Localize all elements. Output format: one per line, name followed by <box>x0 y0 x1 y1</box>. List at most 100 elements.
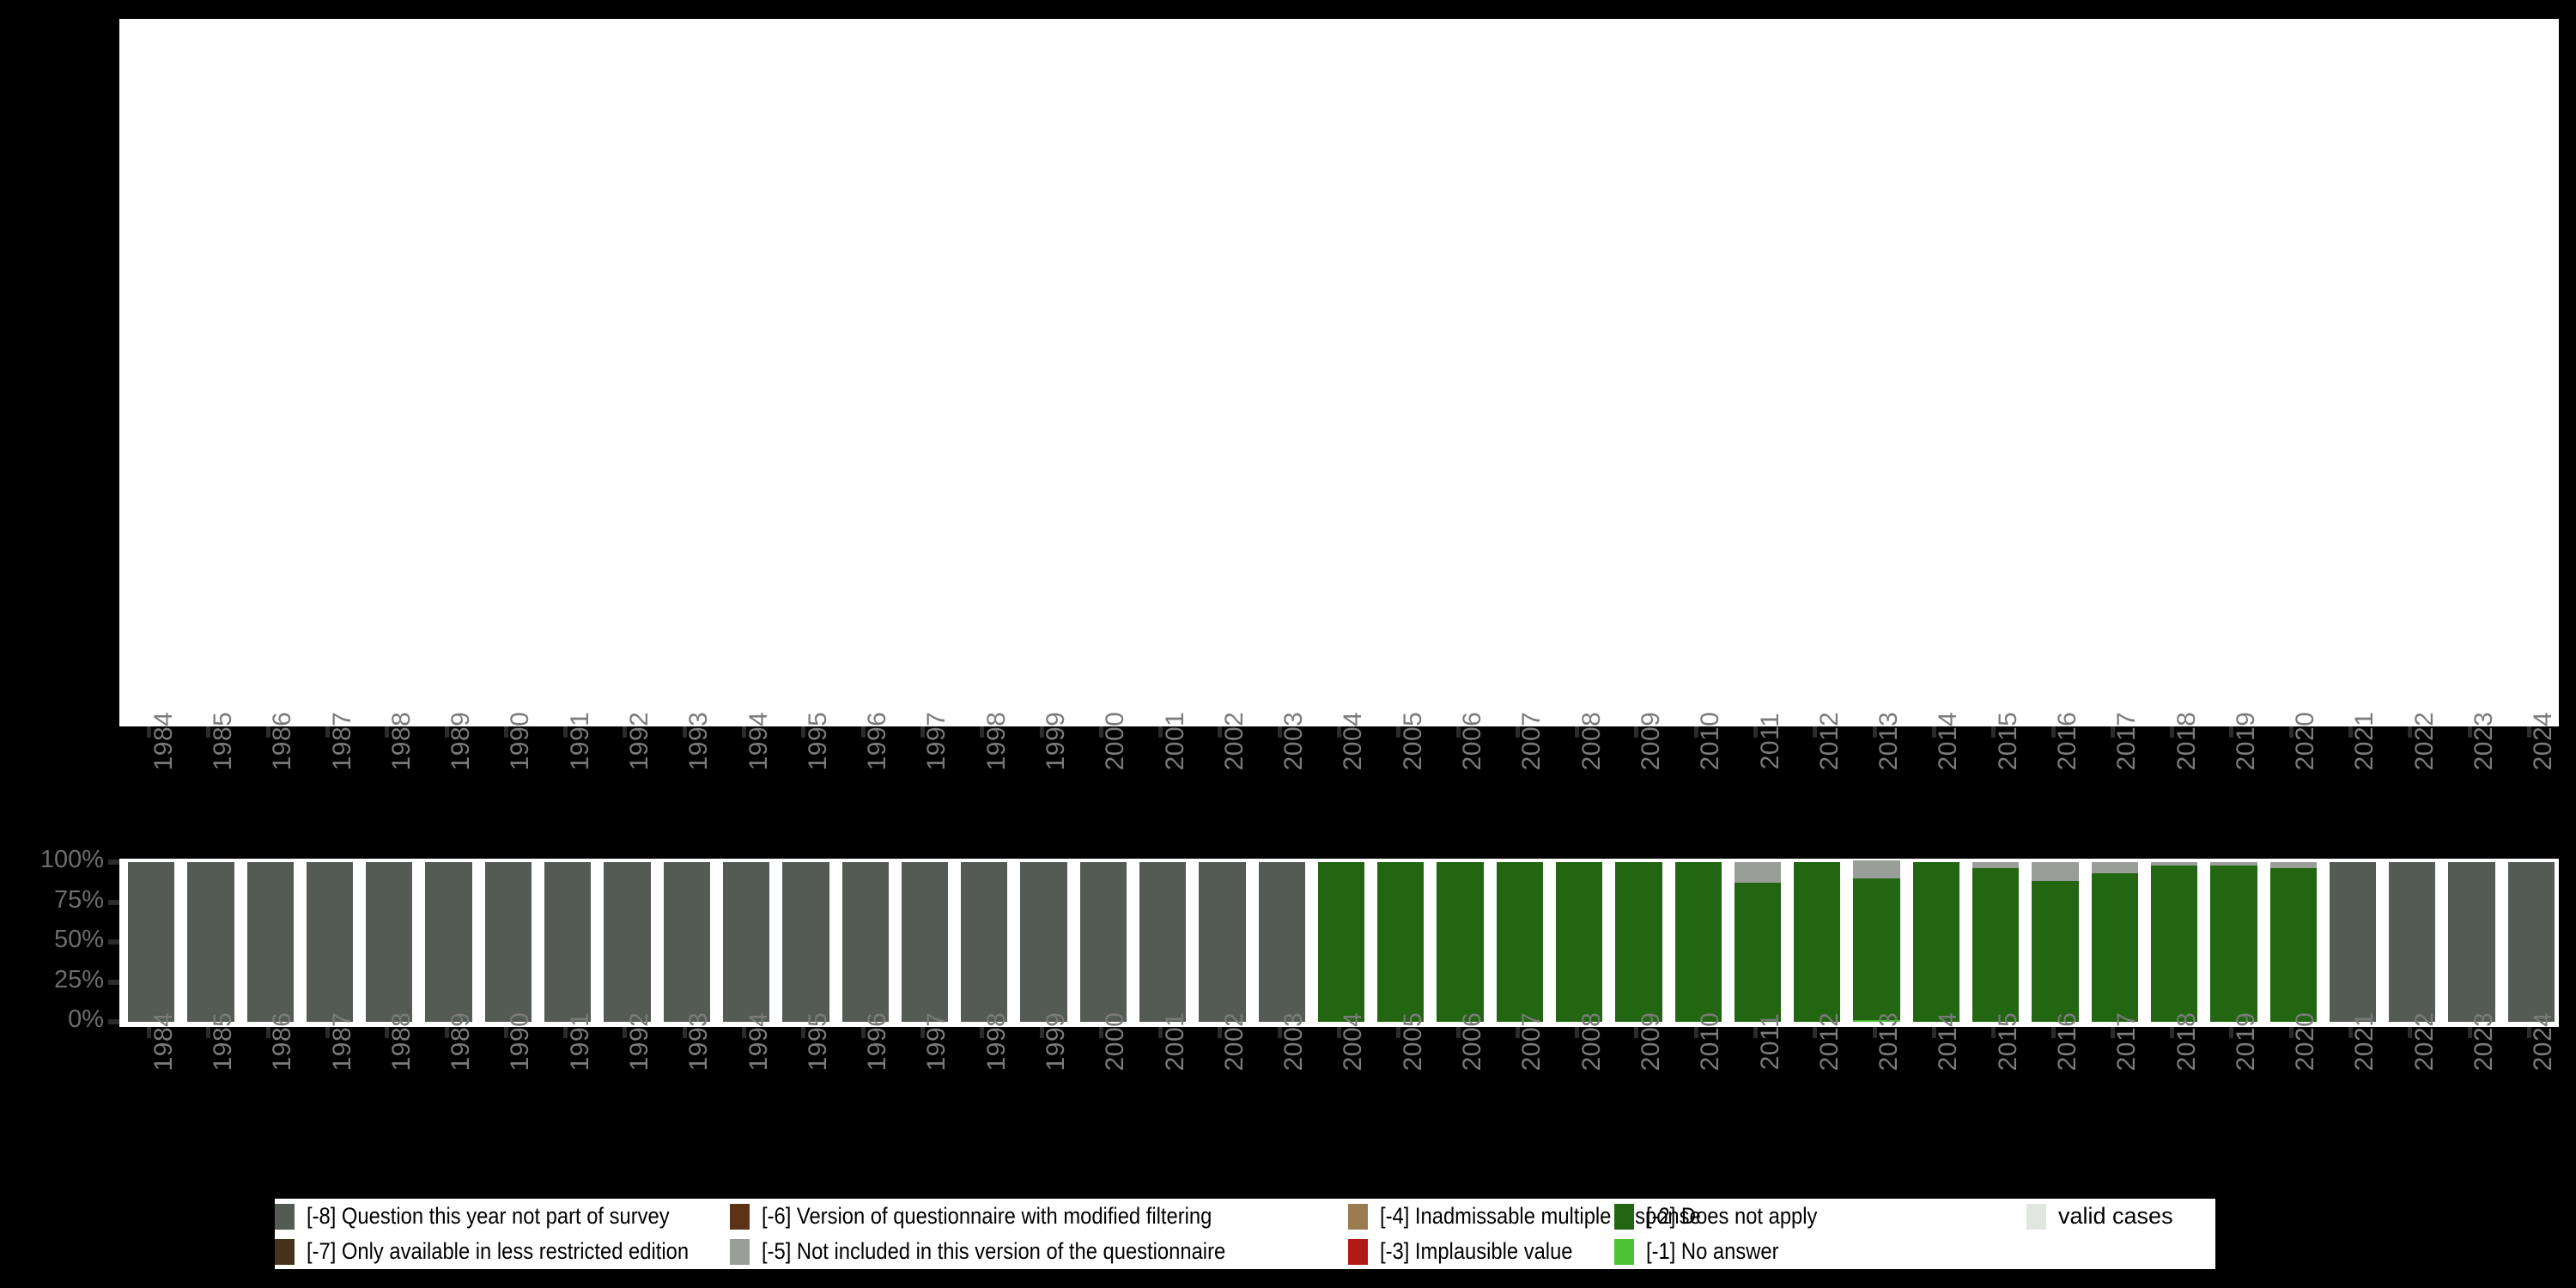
tick-mark-icon <box>563 726 568 738</box>
bottom-year-tick-1986: 1986 <box>239 1012 298 1156</box>
bar-2008[interactable] <box>1556 862 1603 1022</box>
bar-1994[interactable] <box>722 862 770 1022</box>
bar-2023[interactable] <box>2448 862 2495 1022</box>
bar-2010[interactable] <box>1674 862 1722 1022</box>
top-year-label-2024: 2024 <box>2529 711 2558 771</box>
bar-1991[interactable] <box>544 862 592 1022</box>
bar-2022[interactable] <box>2389 862 2436 1022</box>
y-tick-mark-icon <box>108 939 119 945</box>
bar-1987[interactable] <box>306 862 354 1022</box>
tick-mark-icon <box>623 1027 628 1038</box>
bottom-year-tick-1992: 1992 <box>595 1012 654 1156</box>
top-year-tick-2009: 2009 <box>1607 712 1666 855</box>
legend: [-8] Question this year not part of surv… <box>275 1199 2215 1269</box>
bottom-year-tick-2007: 2007 <box>1488 1012 1547 1156</box>
tick-mark-icon <box>2408 1027 2413 1038</box>
top-year-tick-2012: 2012 <box>1785 712 1844 855</box>
bar-2007[interactable] <box>1496 862 1543 1022</box>
tick-mark-icon <box>742 726 747 738</box>
top-year-tick-2010: 2010 <box>1667 712 1726 855</box>
bar-2009[interactable] <box>1615 862 1662 1022</box>
legend-item--7[interactable]: [-7] Only available in less restricted e… <box>275 1234 741 1269</box>
bottom-year-tick-1985: 1985 <box>179 1012 238 1156</box>
bar-2013[interactable] <box>1853 860 1900 1022</box>
top-year-label-2014: 2014 <box>1934 711 1963 771</box>
bar-1993[interactable] <box>663 862 710 1022</box>
bar-2018[interactable] <box>2150 862 2198 1022</box>
bar-2011[interactable] <box>1734 862 1782 1022</box>
top-year-tick-1986: 1986 <box>239 712 298 855</box>
legend-item--1[interactable]: [-1] No answer <box>1614 1234 1797 1269</box>
bar-1989[interactable] <box>425 862 472 1022</box>
tick-mark-icon <box>444 726 449 738</box>
bar-segment <box>2032 862 2079 882</box>
bar-1985[interactable] <box>187 862 234 1022</box>
top-year-label-2023: 2023 <box>2470 711 2499 771</box>
bar-2021[interactable] <box>2329 862 2377 1022</box>
bar-2004[interactable] <box>1317 862 1365 1022</box>
top-year-label-1986: 1986 <box>268 711 297 771</box>
bar-1998[interactable] <box>961 862 1008 1022</box>
top-year-tick-2023: 2023 <box>2439 712 2499 855</box>
bottom-year-label-2023: 2023 <box>2470 1012 2499 1072</box>
tick-mark-icon <box>1277 1027 1282 1038</box>
bar-2006[interactable] <box>1437 862 1484 1022</box>
bottom-year-label-2021: 2021 <box>2350 1012 2379 1072</box>
bottom-year-label-1989: 1989 <box>447 1012 476 1072</box>
y-tick-mark-icon <box>108 899 119 905</box>
top-year-label-1990: 1990 <box>506 711 535 771</box>
bar-1999[interactable] <box>1020 862 1067 1022</box>
bar-2002[interactable] <box>1199 862 1246 1022</box>
bar-segment <box>1972 862 2020 869</box>
legend-item--6[interactable]: [-6] Version of questionnaire with modif… <box>730 1199 1273 1234</box>
legend-item--4[interactable]: [-4] Inadmissable multiple response <box>1348 1199 1745 1234</box>
bar-1986[interactable] <box>246 862 294 1022</box>
bar-segment <box>782 862 829 1022</box>
top-year-label-2005: 2005 <box>1398 711 1427 771</box>
bar-1997[interactable] <box>901 862 949 1022</box>
bar-2017[interactable] <box>2091 862 2138 1022</box>
bar-segment <box>2091 873 2138 1022</box>
tick-mark-icon <box>1336 726 1341 738</box>
bar-2014[interactable] <box>1912 862 1960 1022</box>
bar-2012[interactable] <box>1794 862 1841 1022</box>
tick-mark-icon <box>1455 1027 1461 1038</box>
bottom-year-tick-2022: 2022 <box>2380 1012 2439 1156</box>
bottom-x-axis: 1984 1985 1986 1987 1988 1989 1990 1991 1992 1993… <box>119 1012 2559 1156</box>
bar-1992[interactable] <box>604 862 651 1022</box>
bar-1988[interactable] <box>366 862 413 1022</box>
bar-1995[interactable] <box>782 862 829 1022</box>
tick-mark-icon <box>801 726 806 738</box>
top-year-tick-2004: 2004 <box>1309 712 1369 855</box>
tick-mark-icon <box>503 1027 508 1038</box>
bottom-year-label-2020: 2020 <box>2291 1012 2320 1072</box>
legend-item-valid[interactable]: valid cases <box>2026 1199 2173 1234</box>
bar-2000[interactable] <box>1079 862 1127 1022</box>
top-year-tick-1996: 1996 <box>834 712 893 855</box>
bottom-year-label-2019: 2019 <box>2231 1012 2260 1072</box>
tick-mark-icon <box>1455 726 1461 738</box>
legend-item--3[interactable]: [-3] Implausible value <box>1348 1234 1599 1269</box>
top-year-label-2013: 2013 <box>1874 711 1904 771</box>
bar-2001[interactable] <box>1139 862 1187 1022</box>
bar-2015[interactable] <box>1972 862 2020 1022</box>
bar-2005[interactable] <box>1377 862 1425 1022</box>
legend-item--5[interactable]: [-5] Not included in this version of the… <box>730 1234 1289 1269</box>
bar-2016[interactable] <box>2032 862 2079 1022</box>
top-year-tick-1994: 1994 <box>714 712 774 855</box>
top-year-label-2010: 2010 <box>1696 711 1725 771</box>
bar-1996[interactable] <box>841 862 889 1022</box>
tick-mark-icon <box>1753 726 1759 738</box>
legend-item--2[interactable]: [-2] Does not apply <box>1614 1199 1841 1234</box>
top-year-label-2019: 2019 <box>2231 711 2260 771</box>
bar-2019[interactable] <box>2210 862 2257 1022</box>
bar-2024[interactable] <box>2507 862 2555 1022</box>
bottom-year-label-2010: 2010 <box>1696 1012 1725 1072</box>
tick-mark-icon <box>2170 726 2175 738</box>
bar-1984[interactable] <box>128 862 175 1022</box>
bar-2003[interactable] <box>1258 862 1305 1022</box>
bar-1990[interactable] <box>484 862 532 1022</box>
tick-mark-icon <box>980 1027 985 1038</box>
legend-item--8[interactable]: [-8] Question this year not part of surv… <box>275 1199 719 1234</box>
bar-2020[interactable] <box>2269 862 2317 1022</box>
